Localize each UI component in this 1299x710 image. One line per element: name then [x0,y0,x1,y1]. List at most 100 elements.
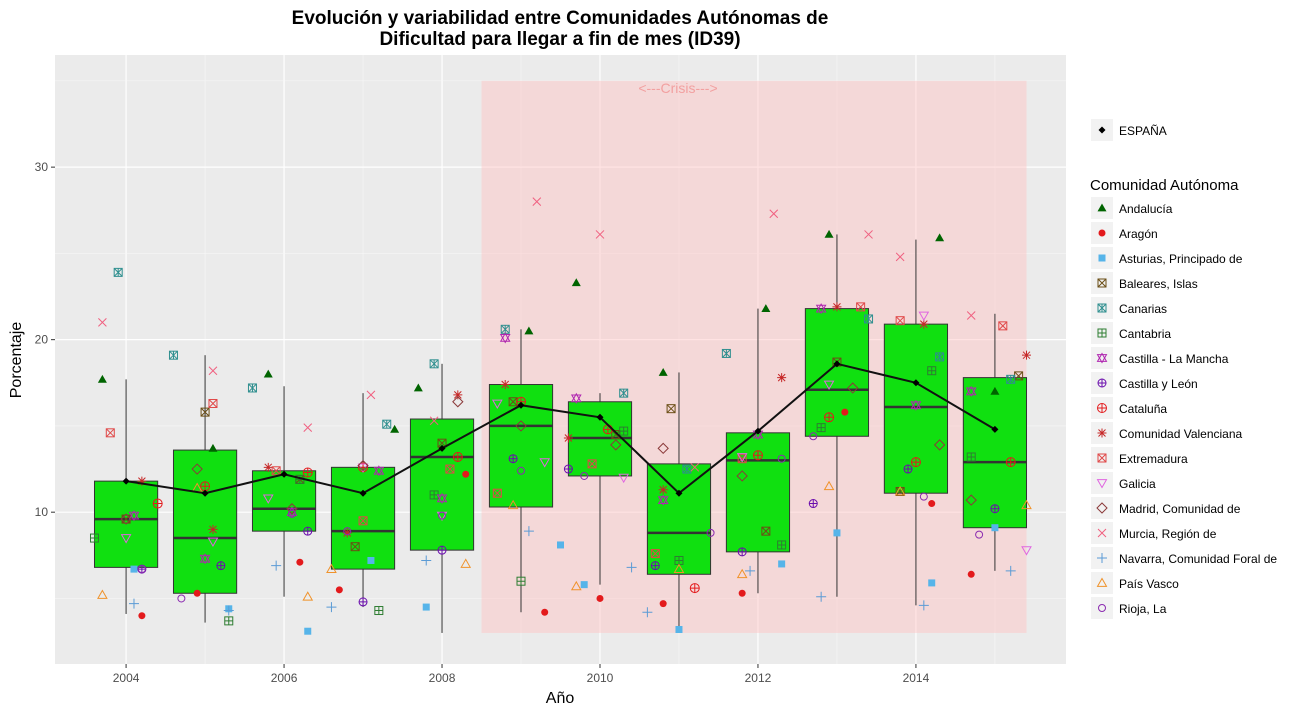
box [251,470,317,532]
legend-key-10 [1097,453,1107,463]
point-series-4 [1006,374,1016,384]
x-axis-title: Año [546,690,575,707]
point-series-9 [777,373,787,383]
point-series-8 [152,498,163,509]
point-series-7 [737,547,747,557]
espana-line [125,362,996,495]
point-series-2 [557,541,564,549]
point-series-6 [373,465,385,477]
point-series-7 [903,464,913,474]
legend-key-8 [1097,403,1107,413]
point-series-2 [130,565,138,573]
point-series-9 [919,319,929,329]
x-tick-label: 2010 [587,671,614,685]
point-series-11 [618,473,630,484]
legend-key-3 [1097,278,1107,288]
point-series-7 [650,561,660,571]
point-series-1 [659,600,667,608]
point-series-9 [563,433,573,443]
point-series-5 [927,366,937,376]
point-series-12 [515,420,527,432]
point-series-0 [571,278,581,287]
legend-key-14 [1097,553,1107,563]
chart-title-line1: Evolución y variabilidad entre Comunidad… [292,8,829,29]
point-series-11 [491,399,503,410]
point-series-13 [966,311,976,320]
point-series-8 [1005,457,1016,468]
point-series-1 [296,558,304,566]
point-series-10 [445,464,455,474]
point-series-2 [367,556,375,564]
point-series-4 [619,388,629,398]
point-series-4 [935,352,945,362]
point-series-9 [832,302,842,312]
point-series-13 [595,230,605,239]
point-series-2 [833,529,841,537]
point-series-5 [619,426,629,436]
point-series-12 [452,396,464,408]
point-series-16 [580,471,589,480]
point-series-16 [287,509,296,518]
point-series-2 [928,579,936,587]
point-series-5 [516,576,526,586]
y-axis-title: Porcentaje [8,322,25,399]
point-series-4 [864,314,874,324]
point-series-8 [910,457,921,468]
espana-point [754,427,762,435]
legend-espana: ESPAÑA [1091,119,1167,141]
point-series-14 [626,562,637,573]
legend-label-espana: ESPAÑA [1119,124,1167,138]
point-series-12 [933,439,946,451]
point-series-15 [326,563,337,573]
point-series-11 [262,494,274,504]
legend-label-5: Cantabria [1119,327,1171,341]
point-series-5 [966,452,976,462]
point-series-12 [657,442,669,455]
point-series-10 [587,459,597,469]
point-series-14 [421,555,432,566]
point-series-14 [642,607,653,618]
legend-label-2: Asturias, Principado de [1119,252,1243,266]
point-series-8 [689,583,700,594]
point-series-7 [437,545,447,555]
point-series-9 [263,462,273,472]
point-series-16 [809,432,818,441]
point-series-9 [342,528,352,538]
point-series-12 [191,463,203,475]
point-series-7 [808,499,818,509]
point-series-16 [706,528,715,537]
legend-key-4 [1097,303,1107,313]
point-series-0 [761,304,771,312]
point-series-8 [200,481,211,492]
point-series-9 [137,476,147,486]
point-series-16 [137,565,146,574]
point-series-4 [721,348,731,358]
point-series-12 [120,513,132,525]
x-tick-label: 2012 [745,671,772,685]
point-series-15 [97,589,108,599]
point-series-4 [247,383,257,393]
point-series-2 [304,627,312,635]
point-series-6 [499,332,511,344]
x-axis: 2004 2006 2008 2010 2012 2014 [113,664,930,685]
point-series-0 [390,424,400,433]
point-series-7 [990,504,1000,514]
legend-label-12: Madrid, Comunidad de [1119,502,1241,516]
point-series-11 [207,537,219,548]
x-tick-label: 2004 [113,671,140,685]
legend-key-bg [1091,472,1113,494]
point-series-4 [429,359,439,369]
y-tick-label: 30 [35,160,49,174]
point-series-15 [570,580,582,591]
x-tick-label: 2014 [903,671,930,685]
espana-point [122,477,130,485]
point-series-8 [452,451,463,462]
legend-key-7 [1097,378,1107,388]
boxplot-2012 [725,308,791,594]
point-series-0 [263,369,273,378]
point-series-9 [453,390,463,400]
boxplot-2008 [409,363,475,633]
espana-point [596,413,604,421]
point-series-14 [816,591,827,602]
legend-key-5 [1097,328,1107,338]
